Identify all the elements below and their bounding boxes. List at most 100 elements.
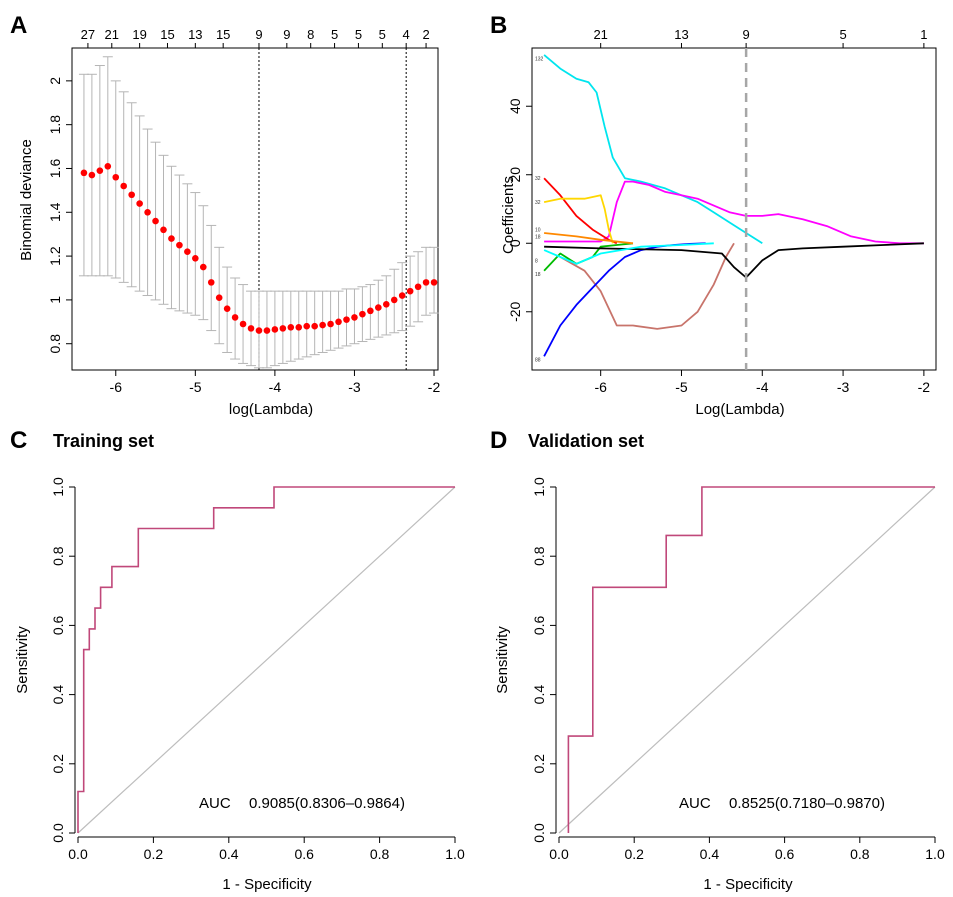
panel-a-toptick-label: 27 [81, 27, 95, 42]
panel-b-ytick-label: 0 [507, 239, 523, 247]
panel-a-toptick-label: 13 [188, 27, 202, 42]
panel-c-title: Training set [53, 431, 154, 451]
panel-a-toptick-label: 5 [331, 27, 338, 42]
panel-d-xtick-label: 1.0 [925, 846, 945, 862]
panel-a-toptick-label: 15 [216, 27, 230, 42]
panel-a-ylabel: Binomial deviance [18, 139, 35, 261]
panel-a-point [239, 320, 247, 328]
panel-a-ytick-label: 1.6 [47, 159, 63, 179]
panel-c-xtick-label: 0.0 [68, 846, 88, 862]
panel-b-coef-label: 18 [535, 234, 541, 240]
panel-a-point [207, 279, 215, 286]
panel-b-xtick-label: -2 [918, 379, 931, 395]
panel-a-ytick-label: 2 [47, 77, 63, 85]
panel-a-point [255, 327, 263, 334]
panel-d-label: D [490, 427, 507, 454]
panel-b-coef-path [543, 54, 763, 245]
panel-a-point [80, 169, 88, 177]
panel-a-point [168, 235, 175, 242]
panel-c-ytick-label: 0.4 [50, 685, 66, 705]
panel-b-ytick-label: -20 [507, 301, 523, 321]
panel-d-roc-curve [567, 486, 935, 833]
panel-b: B Log(Lambda) Coefficients -6 -5 -4 -3 -2 -20… [490, 12, 937, 418]
panel-d-ytick-label: 0.0 [531, 823, 547, 843]
panel-a: A log(Lambda) Binomial deviance -6 -5 -4 -3… [10, 12, 440, 418]
panel-a-point [231, 314, 239, 321]
panel-a-point [215, 294, 223, 302]
panel-a-point [279, 325, 287, 332]
panel-a-point [271, 326, 279, 333]
panel-a-point [184, 248, 191, 256]
panel-b-coef-label: 32 [535, 200, 541, 206]
panel-b-toptick-label: 13 [674, 27, 688, 42]
panel-a-point [192, 254, 199, 262]
panel-d-xtick-label: 0.6 [775, 846, 795, 862]
panel-b-xtick-label: -3 [837, 379, 850, 395]
panel-c-ytick-label: 0.6 [50, 615, 66, 635]
panel-d-ytick-label: 1.0 [531, 477, 547, 497]
panel-a-toptick-label: 21 [105, 27, 119, 42]
panel-b-coef-label: 132 [535, 56, 544, 62]
panel-a-xtick-label: -2 [428, 379, 441, 395]
panel-d-reference-line [558, 486, 936, 834]
panel-a-point [263, 327, 271, 334]
panel-c-xlabel: 1 - Specificity [222, 876, 312, 893]
panel-a-xtick-label: -6 [110, 379, 123, 395]
panel-a-point [247, 325, 255, 332]
panel-a-xtick-label: -4 [269, 379, 282, 395]
panel-a-toptick-label: 4 [403, 27, 410, 42]
panel-c-ytick-label: 0.8 [50, 546, 66, 566]
panel-b-ytick-label: 20 [507, 167, 523, 183]
panel-a-point [96, 167, 104, 174]
panel-a-point [382, 300, 390, 308]
panel-d-ytick-label: 0.6 [531, 615, 547, 635]
panel-a-point [327, 320, 334, 328]
panel-b-coef-path [544, 232, 634, 245]
panel-a-toptick-label: 15 [160, 27, 174, 42]
panel-a-toptick-label: 5 [355, 27, 362, 42]
panel-d-ylabel: Sensitivity [494, 626, 511, 694]
panel-a-point [398, 292, 406, 299]
panel-c-label: C [10, 427, 27, 454]
panel-a-point [136, 200, 143, 207]
panel-d-ytick-label: 0.4 [531, 685, 547, 705]
panel-b-xtick-label: -6 [594, 379, 607, 395]
panel-b-frame [531, 47, 937, 371]
panel-b-toptick-label: 21 [593, 27, 607, 42]
panel-c-xtick-label: 1.0 [445, 846, 465, 862]
panel-d-ytick-label: 0.2 [531, 754, 547, 774]
panel-c-xtick-label: 0.2 [144, 846, 164, 862]
panel-a-xtick-label: -5 [189, 379, 202, 395]
panel-b-coef-path [543, 242, 714, 265]
panel-a-point [422, 279, 430, 286]
panel-a-point [375, 304, 382, 311]
panel-b-toptick-label: 5 [839, 27, 846, 42]
panel-a-ytick-label: 1.4 [47, 202, 63, 222]
panel-c-ytick-label: 0.0 [50, 823, 66, 843]
panel-a-xtick-label: -3 [348, 379, 361, 395]
panel-b-coef-path [544, 242, 924, 279]
panel-b-coef-label: 10 [535, 228, 541, 234]
panel-c-ylabel: Sensitivity [14, 626, 31, 694]
panel-b-coef-path [559, 242, 735, 330]
panel-b-coef-label: 32 [535, 176, 541, 182]
panel-d-xtick-label: 0.0 [549, 846, 569, 862]
panel-c-xtick-label: 0.8 [370, 846, 390, 862]
panel-a-point [335, 318, 342, 326]
panel-a-toptick-label: 5 [379, 27, 386, 42]
panel-a-point [430, 279, 438, 286]
panel-a-point [104, 162, 112, 170]
panel-b-xtick-label: -5 [675, 379, 688, 395]
panel-d-auc-value: 0.8525(0.7180–0.9870) [729, 795, 885, 812]
panel-a-ytick-label: 1.8 [47, 115, 63, 135]
panel-a-point [319, 321, 326, 329]
panel-a-point [390, 296, 398, 304]
panel-a-point [343, 316, 350, 323]
panel-d-xtick-label: 0.8 [850, 846, 870, 862]
panel-a-point [160, 226, 167, 234]
panel-a-point [295, 323, 303, 331]
panel-b-ylabel: Coefficients [500, 176, 517, 254]
panel-b-coef-path [544, 180, 924, 245]
panel-a-toptick-label: 2 [422, 27, 429, 42]
